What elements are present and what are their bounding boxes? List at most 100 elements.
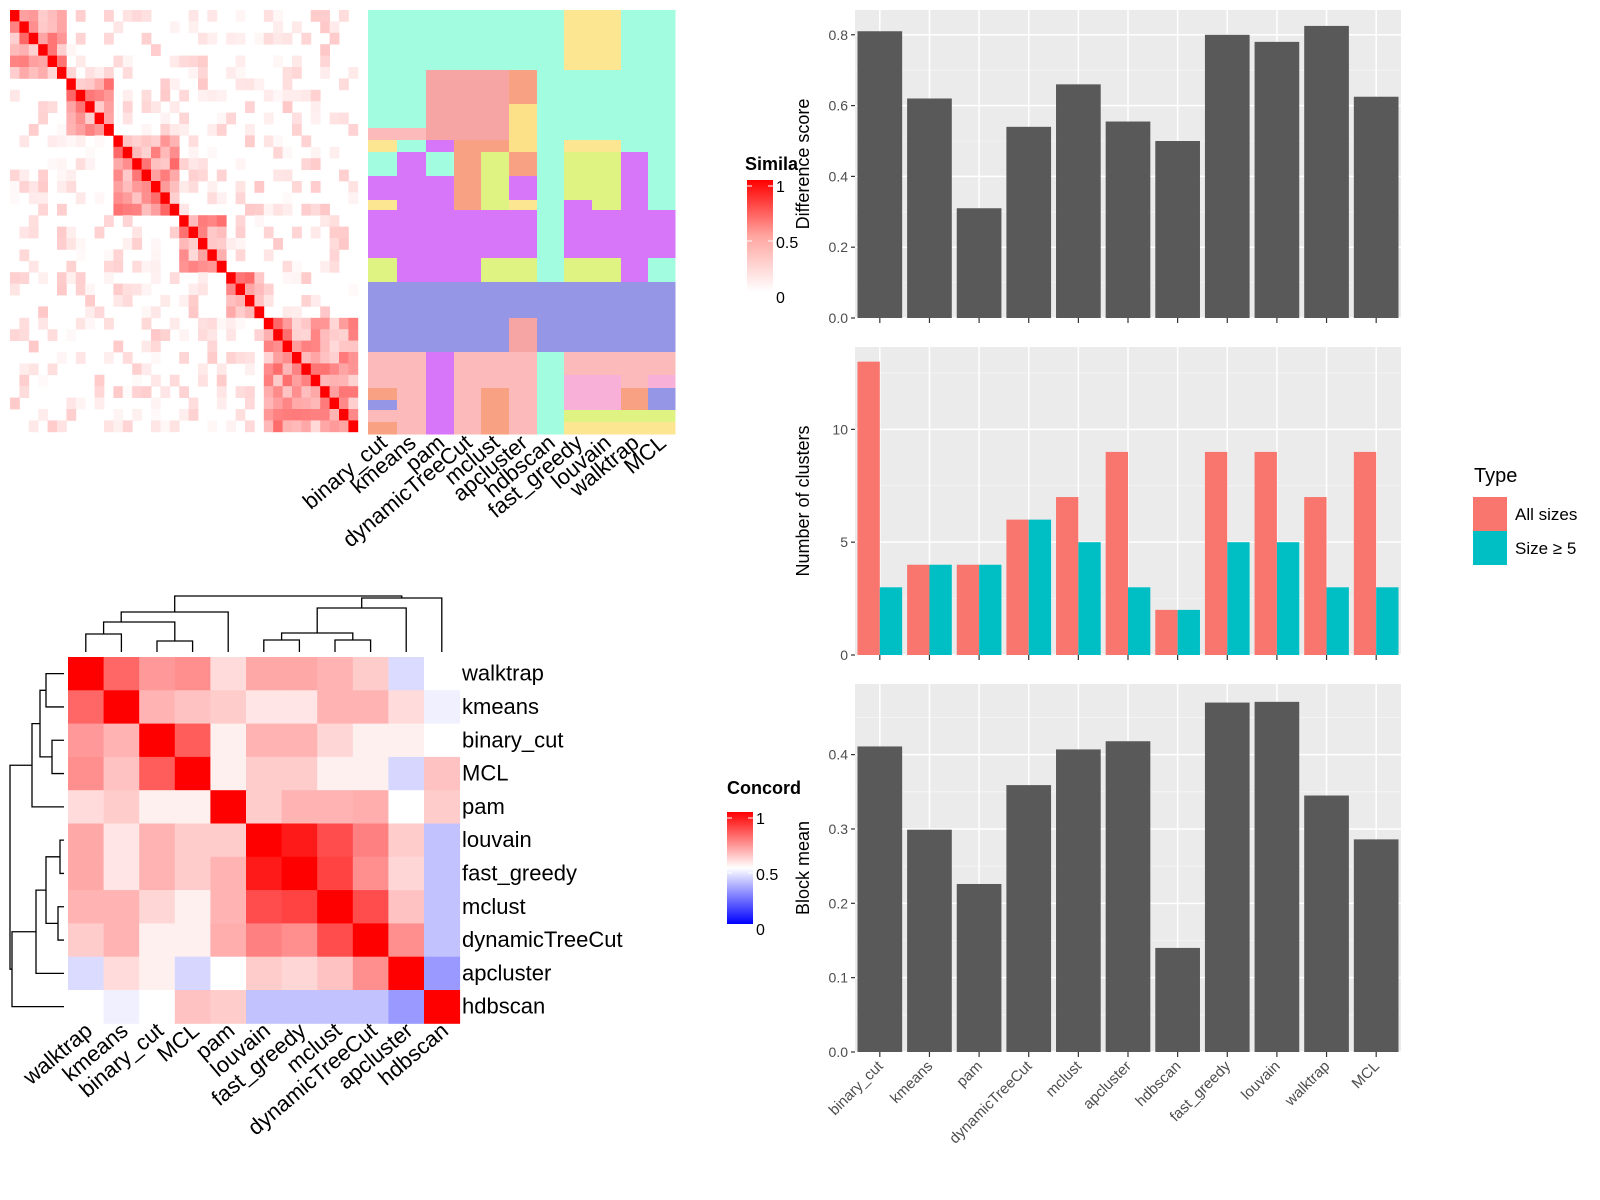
concordance-cell — [317, 690, 354, 725]
similarity-cell — [301, 409, 312, 421]
type-legend-title: Type — [1474, 465, 1517, 487]
membership-cell — [537, 282, 565, 319]
bar — [907, 98, 952, 319]
similarity-cell — [263, 329, 274, 341]
concordance-cell — [68, 923, 105, 958]
similarity-cell — [263, 249, 274, 262]
concordance-cell — [317, 790, 354, 824]
similarity-cell — [348, 124, 359, 136]
dendrogram-branch — [35, 889, 64, 974]
similarity-cell — [292, 260, 302, 273]
concordance-cell — [174, 956, 211, 991]
similarity-cell — [179, 158, 189, 170]
membership-cell — [537, 400, 565, 411]
similarity-cell — [38, 203, 48, 216]
dendrogram-branch — [361, 597, 443, 652]
similarity-cell — [207, 340, 218, 353]
similarity-cell — [160, 181, 171, 193]
similarity-cell — [151, 101, 161, 113]
similarity-cell — [235, 32, 246, 45]
membership-cell — [397, 400, 427, 411]
bar — [907, 829, 952, 1052]
similarity-cell — [198, 169, 208, 182]
similarity-cell — [310, 226, 321, 239]
similarity-cell — [282, 260, 293, 273]
concordance-cell — [68, 823, 105, 858]
similarity-cell — [151, 181, 161, 193]
concordance-cell — [210, 856, 247, 891]
similarity-cell — [169, 374, 180, 387]
membership-cell — [426, 352, 455, 376]
bar — [1353, 839, 1399, 1052]
concordance-cell — [68, 890, 105, 924]
membership-cell — [426, 210, 455, 259]
membership-cell — [397, 352, 427, 376]
concordance-cell — [68, 690, 105, 725]
similarity-cell — [19, 21, 30, 34]
membership-cell — [509, 200, 538, 211]
similarity-cell — [104, 112, 114, 125]
similarity-cell — [188, 238, 199, 250]
similarity-cell — [301, 420, 312, 433]
similarity-cell — [282, 409, 293, 421]
membership-cell — [509, 388, 538, 401]
similarity-cell — [301, 135, 312, 148]
similarity-cell — [235, 306, 246, 319]
similarity-cell — [216, 89, 227, 102]
similarity-cell — [254, 181, 265, 193]
membership-cell — [648, 282, 676, 319]
similarity-cell — [329, 352, 340, 364]
similarity-cell — [198, 238, 208, 250]
similarity-cell — [273, 89, 283, 102]
similarity-cell — [19, 44, 30, 56]
similarity-cell — [254, 295, 265, 307]
membership-cell — [564, 140, 593, 153]
similarity-cell — [329, 215, 340, 227]
membership-cell — [454, 210, 482, 259]
similarity-cell — [216, 169, 227, 182]
membership-cell — [368, 104, 398, 129]
similarity-cell — [226, 112, 236, 125]
concordance-cell — [352, 723, 389, 758]
bar — [1006, 126, 1052, 319]
similarity-cell — [216, 374, 227, 387]
similarity-cell — [10, 192, 20, 205]
similarity-cell — [348, 329, 359, 341]
similarity-cell — [339, 329, 349, 341]
concordance-cell — [103, 657, 140, 691]
concordance-cell — [424, 690, 461, 725]
similarity-cell — [207, 317, 218, 330]
similarity-cell — [320, 420, 330, 433]
concordance-cell — [388, 690, 425, 725]
similarity-cell — [132, 135, 142, 148]
similarity-cell — [329, 146, 340, 159]
similarity-cell — [28, 181, 39, 193]
similarity-cell — [75, 272, 86, 284]
bar — [1304, 25, 1349, 319]
similarity-cell — [339, 317, 349, 330]
concordance-cell — [424, 657, 461, 691]
concordance-row-label: fast_greedy — [462, 860, 577, 885]
concordance-cell — [424, 956, 461, 991]
membership-cell — [537, 352, 565, 376]
similarity-cell — [75, 135, 86, 148]
similarity-cell — [310, 329, 321, 341]
similarity-cell — [329, 374, 340, 387]
bar — [1155, 140, 1200, 318]
concordance-cell — [210, 823, 247, 858]
cluster-membership-matrix — [368, 10, 676, 435]
similarity-cell — [160, 78, 171, 91]
similarity-cell — [179, 238, 189, 250]
membership-cell — [368, 375, 398, 389]
similarity-cell — [292, 317, 302, 330]
similarity-cell — [198, 363, 208, 376]
membership-cell — [368, 422, 398, 435]
concordance-row-label: apcluster — [462, 960, 551, 985]
membership-cell — [648, 70, 676, 105]
similarity-cell — [282, 101, 293, 113]
similarity-cell — [320, 215, 330, 227]
similarity-cell — [320, 386, 330, 398]
similarity-cell — [188, 55, 199, 68]
membership-cell — [481, 10, 510, 71]
